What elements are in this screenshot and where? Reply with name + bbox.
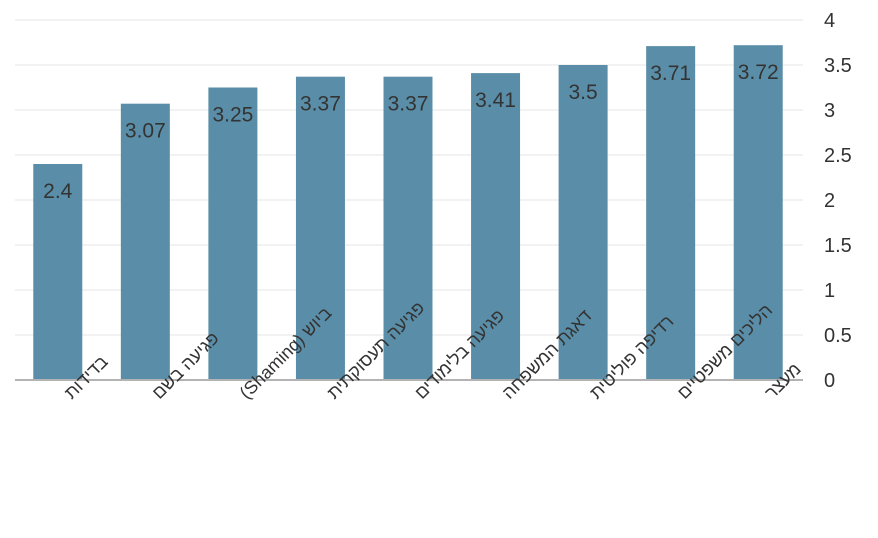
- data-labels: 2.4 3.07 3.25 3.37 3.37 3.41 3.5 3.71 3.72: [43, 61, 778, 203]
- bar: [208, 87, 258, 380]
- data-label: 2.4: [43, 180, 73, 203]
- bar: [558, 65, 608, 380]
- data-label: 3.5: [569, 81, 598, 104]
- data-label: 3.72: [738, 61, 779, 84]
- data-label: 3.37: [300, 93, 341, 116]
- bar: [33, 164, 83, 380]
- data-label: 3.07: [125, 120, 166, 143]
- data-label: 3.71: [650, 62, 691, 85]
- bars: [33, 45, 783, 380]
- bar: [120, 103, 170, 380]
- y-tick-label: 3.5: [824, 55, 852, 77]
- y-tick-label: 0.5: [824, 325, 852, 347]
- bar: [733, 45, 783, 380]
- y-tick-label: 1.5: [824, 235, 852, 257]
- bar: [383, 76, 433, 380]
- bar: [471, 73, 521, 380]
- y-tick-label: 0: [824, 370, 835, 392]
- data-label: 3.25: [212, 104, 253, 127]
- bar: [646, 46, 696, 380]
- data-label: 3.37: [388, 93, 429, 116]
- bar: [295, 76, 345, 380]
- data-label: 3.41: [475, 89, 516, 112]
- y-tick-label: 1: [824, 280, 835, 302]
- y-tick-label: 3: [824, 100, 835, 122]
- y-tick-label: 4: [824, 10, 835, 32]
- y-tick-label: 2: [824, 190, 835, 212]
- y-tick-label: 2.5: [824, 145, 852, 167]
- y-axis-ticks: 0 0.5 1 1.5 2 2.5 3 3.5 4: [824, 10, 852, 392]
